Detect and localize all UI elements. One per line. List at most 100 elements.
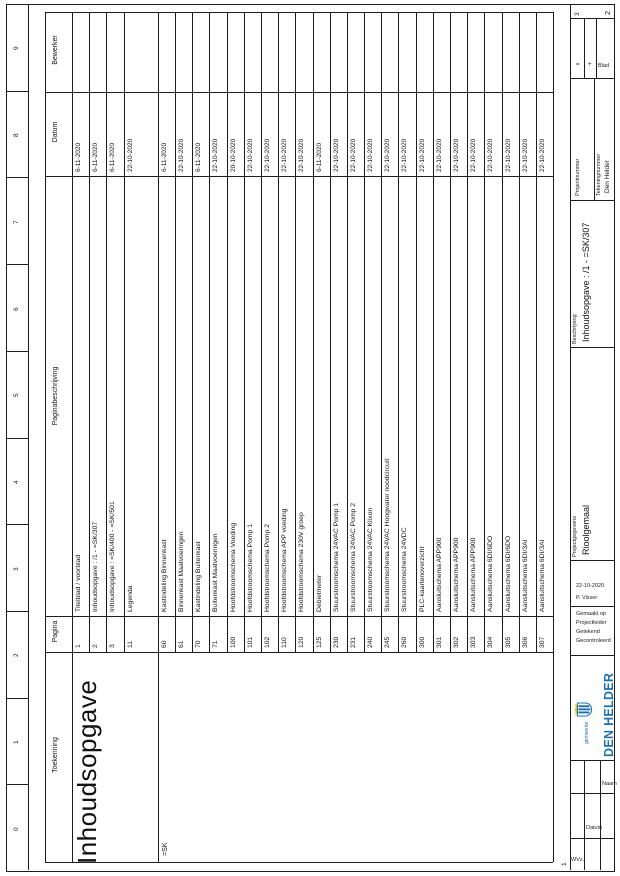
ruler-tick	[6, 437, 28, 439]
field-plus-label: +	[588, 62, 592, 68]
field-tekeningnummer-label: Tekeningnummer	[596, 153, 602, 196]
pagina-cell: 240	[367, 636, 374, 648]
datum-cell: 22-10-2020	[521, 138, 529, 172]
header-paginabeschrijving: Paginabeschrijving	[52, 366, 59, 426]
beschrijving-cell: Inhoudsopgave : =SK/400 - =SK/501	[109, 501, 117, 612]
beschrijving-cell: Binnenkast Maatvoeringen	[178, 531, 186, 612]
row-divider-line	[226, 12, 228, 652]
beschrijving-cell: Buitenkast Maatvoeringen	[212, 533, 220, 612]
beschrijving-cell: Kastindeling Binnenkast	[160, 539, 168, 612]
header-datum: Datum	[52, 121, 59, 143]
ruler-marker: 8	[13, 133, 20, 138]
ruler-marker: 5	[13, 393, 20, 398]
beschrijving-cell: Debietmeter	[315, 574, 323, 612]
blad-number: 2	[603, 10, 612, 15]
beschrijving-cell: Hoofdstroomschema Pomp 2	[264, 523, 271, 612]
pagina-cell: 100	[229, 636, 237, 648]
row-divider-line	[243, 12, 245, 652]
datum-cell: 6-11-2020	[315, 142, 323, 172]
table-line	[553, 12, 554, 862]
datum-cell: 22-10-2020	[178, 138, 186, 172]
pagina-cell: 307	[538, 636, 546, 648]
ruler-marker: 6	[13, 306, 20, 311]
field-projectnummer-label: Projectnummer	[575, 158, 581, 196]
table-line	[45, 176, 553, 177]
revision-datum-label: Datum	[586, 825, 603, 831]
pagina-cell: 245	[384, 636, 392, 648]
beschrijving-cell: Aansluitschema APP900	[435, 537, 443, 612]
beschrijving-cell: Aansluitschema 6DI/6DO	[504, 535, 512, 612]
datum-cell: 22-10-2020	[435, 138, 443, 172]
table-line	[45, 652, 553, 653]
datum-cell: 6-11-2020	[75, 142, 82, 172]
datum-cell: 22-10-2020	[298, 138, 306, 172]
revision-line	[584, 760, 585, 870]
titleblock-line	[584, 18, 585, 78]
titleblock-line	[570, 200, 614, 201]
pagina-cell: 1	[75, 644, 82, 648]
row-divider-line	[432, 12, 434, 652]
header-bewerker: Bewerker	[52, 35, 59, 65]
row-divider-line	[89, 12, 91, 652]
logo-gemeente-text: gemeente	[584, 721, 590, 744]
datum-cell: 22-10-2020	[349, 138, 357, 172]
titleblock-line	[570, 18, 614, 19]
field-getekend-value: P. Visser	[576, 595, 598, 601]
pagina-cell: 306	[521, 636, 529, 648]
beschrijving-cell: PLC-kaartenoverzicht	[418, 546, 426, 612]
field-gecontroleerd-label: Gecontroleerd	[576, 638, 611, 644]
beschrijving-cell: Hoofdstroomschema 230V groep	[298, 512, 306, 612]
row-divider-line	[364, 12, 365, 652]
table-line	[72, 12, 73, 862]
datum-cell: 22-10-2020	[452, 138, 460, 172]
field-projectgegevens-label: Projectgegevens	[572, 516, 578, 557]
datum-cell: 22-10-2020	[212, 138, 220, 172]
table-line	[45, 12, 46, 862]
group-divider-line	[157, 652, 159, 862]
field-beschrijving-label: Beschrijving	[572, 314, 578, 344]
datum-cell: 22-10-2020	[384, 138, 392, 172]
datum-cell: 22-10-2020	[281, 138, 289, 172]
ruler-tick	[6, 610, 28, 612]
ruler-marker: 9	[13, 46, 20, 51]
ruler-tick	[6, 524, 28, 526]
beschrijving-cell: Aansluitschema APP900	[452, 537, 460, 612]
row-divider-line	[329, 12, 331, 652]
table-line	[45, 92, 553, 93]
beschrijving-cell: Kastindeling Buitenkast	[195, 541, 203, 612]
beschrijving-cell: Legenda	[126, 585, 134, 612]
ruler-marker: 0	[13, 827, 20, 831]
datum-cell: 22-10-2020	[332, 138, 340, 172]
row-divider-line	[106, 12, 108, 652]
ruler-marker: 2	[13, 653, 20, 658]
ruler-marker: 1	[13, 740, 20, 744]
pagina-cell: 231	[349, 636, 357, 648]
beschrijving-cell: Stuurstroomschema 24VAC Pomp 1	[332, 502, 340, 612]
pagina-cell: 260	[401, 636, 409, 648]
beschrijving-cell: Hoofdstroomschema APP voeding	[281, 508, 289, 612]
datum-cell: 22-10-2020	[470, 138, 478, 172]
ruler-tick	[6, 177, 28, 179]
den-helder-logo: gemeente DEN HELDER	[574, 660, 616, 757]
pagina-cell: 70	[195, 640, 203, 648]
table-line	[45, 616, 553, 617]
field-projectgegevens-value: Rioolgemaal	[581, 504, 591, 555]
pagina-cell: 110	[281, 637, 289, 648]
revision-line	[570, 838, 614, 839]
row-divider-line	[467, 12, 469, 652]
pagina-cell: 102	[264, 636, 271, 648]
titleblock-line	[570, 655, 614, 656]
datum-cell: 6-11-2020	[160, 142, 168, 172]
row-divider-line	[175, 12, 177, 652]
datum-cell: 22-10-2020	[487, 138, 495, 172]
titleblock-line	[570, 560, 614, 561]
page-title: Inhoudsopgave	[72, 679, 102, 864]
pagina-cell: 101	[246, 636, 254, 648]
frame-top-marker: 3	[574, 12, 581, 16]
row-divider-line	[484, 12, 486, 652]
row-divider-line	[501, 12, 503, 652]
row-divider-line	[209, 12, 211, 652]
row-divider-line	[449, 12, 451, 652]
titleblock-line	[570, 347, 614, 348]
